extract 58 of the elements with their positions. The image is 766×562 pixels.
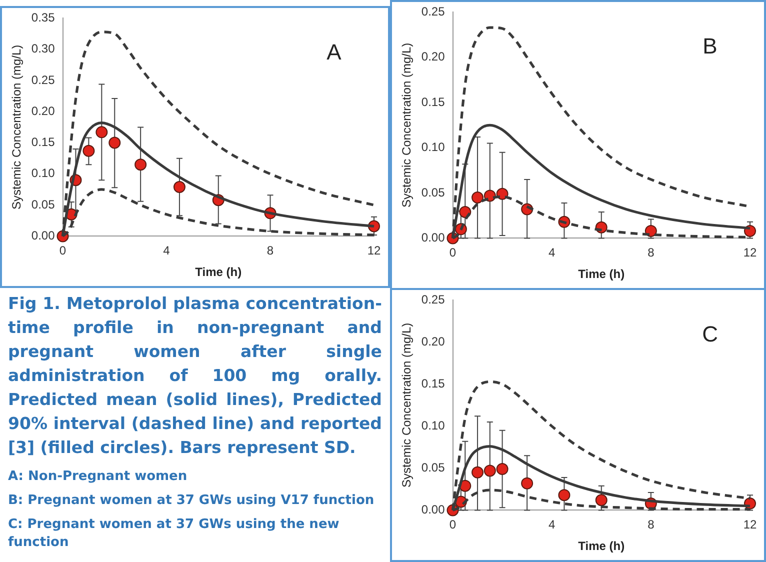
y-tick-label: 0.10 [31, 166, 56, 180]
y-tick-label: 0.20 [421, 50, 446, 64]
y-tick-label: 0.20 [421, 334, 446, 349]
point [496, 463, 508, 476]
y-tick-label: 0.00 [421, 230, 446, 245]
annotation: B [702, 33, 718, 58]
y-tick-label: 0.15 [421, 376, 446, 391]
y-tick-label: 0.05 [31, 197, 56, 212]
x-axis-title: Time (h) [578, 539, 625, 554]
x-tick-label: 8 [648, 246, 655, 260]
y-tick-label: 0.25 [421, 292, 446, 307]
y-tick-label: 0.15 [421, 94, 446, 109]
x-tick-label: 8 [266, 244, 274, 258]
y-tick-label: 0.20 [31, 104, 56, 118]
x-axis-title: Time (h) [195, 265, 242, 280]
text: B: Pregnant women at 37 GWs using V17 function [8, 492, 376, 510]
x-tick-label: 4 [163, 244, 170, 258]
point [173, 180, 186, 193]
annotation: C [702, 321, 718, 346]
y-axis-title: Systemic Concentration (mg/L) [10, 44, 24, 210]
point [108, 136, 121, 149]
text: A: Non-Pregnant women [8, 468, 188, 486]
y-tick-label: 0.10 [421, 418, 446, 433]
x-tick-label: 12 [367, 244, 381, 258]
point [595, 494, 608, 506]
y-tick-label: 0.05 [421, 460, 446, 475]
y-tick-label: 0.00 [421, 502, 446, 517]
point [521, 477, 534, 490]
point [558, 489, 570, 502]
annotation: A [326, 39, 342, 64]
point [472, 192, 484, 204]
y-tick-label: 0.10 [421, 140, 446, 154]
y-tick-label: 0.35 [31, 10, 56, 25]
x-tick-label: 0 [59, 244, 66, 258]
y-tick-label: 0.25 [31, 72, 56, 87]
point [644, 224, 657, 237]
point [472, 466, 484, 478]
x-tick-label: 8 [648, 518, 655, 532]
y-tick-label: 0.00 [31, 228, 56, 243]
x-tick-label: 12 [743, 518, 757, 532]
y-tick-label: 0.15 [31, 135, 56, 150]
caption: Fig 1. Metoprolol plasma concentration-time profile in non-pregnant and pregnant women after single administration of 100 mg orally. Predicted mean (solid lines), Predicted 90% interval (dashed line) and reported [3] (filled circles). Bars represent SD. [8, 293, 382, 459]
point [484, 464, 496, 477]
y-tick-label: 0.25 [421, 4, 446, 19]
x-tick-label: 12 [743, 246, 757, 260]
x-axis-title: Time (h) [578, 267, 625, 282]
y-tick-label: 0.05 [421, 185, 446, 200]
x-tick-label: 0 [449, 518, 456, 532]
y-axis-title: Systemic Concentration (mg/L) [400, 42, 414, 208]
text: C: Pregnant women at 37 GWs using the new function [8, 516, 340, 552]
x-tick-label: 0 [449, 246, 456, 260]
point [96, 126, 108, 138]
point [134, 158, 147, 171]
x-tick-label: 4 [548, 246, 556, 260]
y-tick-label: 0.30 [31, 42, 56, 56]
x-tick-label: 4 [548, 518, 556, 532]
y-axis-title: Systemic Concentration (mg/L) [400, 322, 414, 488]
point [82, 144, 95, 157]
